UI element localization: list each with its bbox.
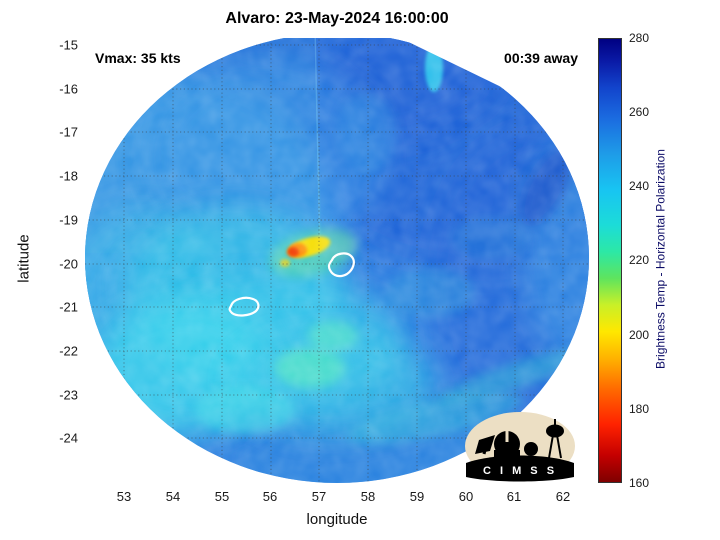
y-tick-label: -24 (59, 430, 78, 446)
colorbar (598, 38, 622, 483)
vmax-annotation: Vmax: 35 kts (95, 50, 181, 66)
x-axis-label: longitude (306, 511, 368, 528)
x-tick-label: 58 (360, 489, 376, 504)
x-tick-label: 60 (458, 489, 474, 504)
x-tick-label: 57 (311, 489, 327, 504)
brightness-temp-swath-image (85, 38, 590, 483)
radar-dish-icon (475, 435, 495, 454)
y-tick-label: -21 (59, 299, 78, 315)
speckle-texture (85, 38, 589, 483)
colorbar-tick-label: 220 (629, 253, 650, 267)
time-away-annotation: 00:39 away (504, 50, 578, 66)
y-tick-label: -16 (59, 81, 78, 97)
y-tick-label: -17 (59, 124, 78, 140)
x-tick-label: 55 (214, 489, 230, 504)
x-tick-label: 61 (506, 489, 522, 504)
x-tick-label: 62 (555, 489, 571, 504)
y-tick-label: -23 (59, 387, 78, 403)
x-tick-label: 56 (262, 489, 278, 504)
colorbar-tick-label: 180 (629, 402, 650, 416)
plot-area: Vmax: 35 kts 00:39 away C I M S S (85, 38, 590, 483)
logo-text: C I M S S (483, 465, 557, 477)
logo-ground-band (466, 455, 574, 482)
colorbar-tick-label: 240 (629, 179, 650, 193)
y-tick-label: -19 (59, 212, 78, 228)
colorbar-tick-label: 260 (629, 105, 650, 119)
x-tick-label: 54 (165, 489, 181, 504)
small-dome-icon (524, 442, 538, 456)
colorbar-title: Brightness Temp - Horizontal Polarizatio… (653, 149, 668, 369)
water-tower-icon (546, 424, 564, 438)
colorbar-tick-label: 200 (629, 328, 650, 342)
swath-edge-cut (400, 38, 590, 113)
colorbar-gradient (599, 39, 621, 482)
y-tick-label: -18 (59, 168, 78, 184)
page-title: Alvaro: 23-May-2024 16:00:00 (225, 10, 449, 27)
secondary-contour (228, 296, 260, 317)
x-tick-label: 53 (116, 489, 132, 504)
x-tick-label: 59 (409, 489, 425, 504)
colorbar-tick-label: 280 (629, 31, 650, 45)
y-tick-label: -22 (59, 343, 78, 359)
y-tick-label: -20 (59, 256, 78, 272)
y-tick-label: -15 (59, 37, 78, 53)
cimss-logo: C I M S S (463, 408, 577, 483)
storm-center-contour (327, 252, 355, 278)
colorbar-tick-label: 160 (629, 476, 650, 490)
